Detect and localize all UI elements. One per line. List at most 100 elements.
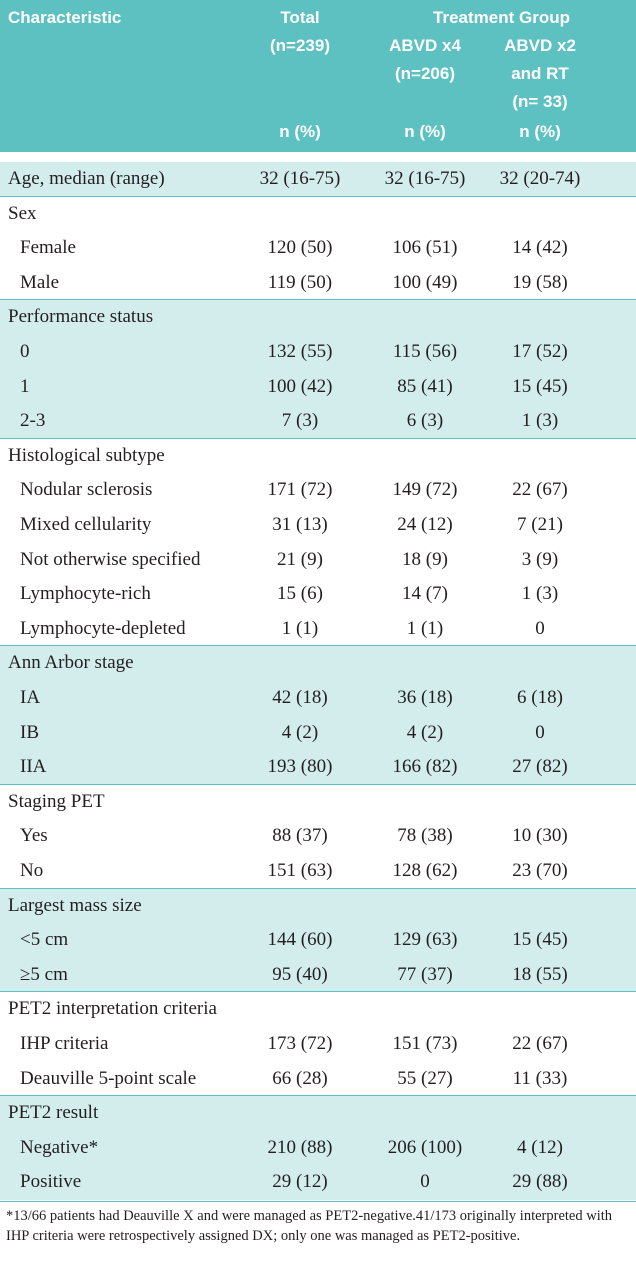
cell-value: 88 (37): [272, 825, 328, 847]
table-row: PET2 result: [0, 1096, 636, 1131]
cell-value: 29 (12): [272, 1171, 328, 1193]
cell-value: 15 (6): [277, 583, 323, 605]
table-row: Negative* 210 (88) 206 (100) 4 (12): [0, 1130, 636, 1166]
cell-value: 21 (9): [277, 548, 323, 570]
cell-value: 210 (88): [267, 1136, 333, 1158]
group-separator: [0, 437, 636, 439]
cell-value: 1 (3): [521, 410, 559, 432]
cell-value: 0: [535, 721, 545, 743]
header-label: n (%): [519, 122, 561, 141]
cell-value: 206 (100): [387, 1136, 463, 1158]
row-label: Ann Arbor stage: [8, 652, 134, 674]
table-row: PET2 interpretation criteria: [0, 992, 636, 1027]
cell-value: 0: [535, 617, 545, 639]
table-row: Lymphocyte-depleted 1 (1) 1 (1) 0: [0, 611, 636, 647]
row-label: Positive: [20, 1171, 82, 1193]
cell-value: 23 (70): [512, 860, 568, 881]
table-row: IIA 193 (80) 166 (82) 27 (82): [0, 750, 636, 785]
header-label: ABVD x2: [504, 36, 576, 55]
row-label: Yes: [20, 825, 48, 847]
row-label: Not otherwise specified: [20, 548, 201, 570]
cell-value: 18 (9): [402, 548, 448, 570]
cell-value: 77 (37): [397, 963, 453, 985]
cell-value: 24 (12): [397, 514, 453, 535]
header-label: Treatment Group: [433, 8, 570, 27]
table-row: 2-3 7 (3) 6 (3) 1 (3): [0, 404, 636, 439]
cell-value: 85 (41): [397, 375, 453, 397]
cell-value: 95 (40): [272, 963, 328, 985]
table-row: IB 4 (2) 4 (2) 0: [0, 715, 636, 751]
cell-value: 0: [420, 1171, 430, 1193]
cell-value: 11 (33): [512, 1067, 568, 1089]
row-label: IA: [20, 687, 41, 708]
row-label: Negative*: [20, 1136, 99, 1158]
table-row: Lymphocyte-rich 15 (6) 14 (7) 1 (3): [0, 577, 636, 612]
cell-value: 3 (9): [521, 548, 559, 570]
table-row: Deauville 5-point scale 66 (28) 55 (27) 11 …: [0, 1061, 636, 1097]
header-label: ABVD x4: [389, 36, 461, 55]
table-row: Largest mass size: [0, 888, 636, 924]
cell-value: 66 (28): [272, 1067, 328, 1089]
cell-value: 1 (3): [521, 583, 559, 605]
table-row: Age, median (range) 32 (16-75) 32 (16-75) 3…: [0, 162, 636, 197]
table-row: ≥5 cm 95 (40) 77 (37) 18 (55): [0, 957, 636, 993]
cell-value: 100 (49): [392, 271, 458, 293]
group-separator: [0, 991, 636, 993]
row-label: Deauville 5-point scale: [20, 1067, 197, 1089]
cell-value: 14 (7): [402, 583, 448, 605]
row-label: Lymphocyte-rich: [20, 583, 151, 605]
table-row: Male 119 (50) 100 (49) 19 (58): [0, 265, 636, 301]
row-label: Performance status: [8, 306, 154, 328]
cell-value: 29 (88): [512, 1171, 568, 1193]
cell-value: 32 (20-74): [499, 168, 581, 189]
table-bottom-rule: [0, 1201, 636, 1202]
cell-value: 18 (55): [512, 963, 568, 985]
table-header: Characteristic Treatment Group Total (n=239…: [0, 0, 636, 152]
cell-value: 173 (72): [267, 1033, 333, 1054]
cell-value: 1 (1): [281, 617, 319, 639]
table-row: IHP criteria 173 (72) 151 (73) 22 (67): [0, 1027, 636, 1062]
header-label: Total: [280, 8, 320, 27]
header-label: (n=206): [395, 64, 455, 83]
table-row: Positive 29 (12) 0 29 (88): [0, 1165, 636, 1200]
cell-value: 115 (56): [392, 341, 458, 362]
cell-value: 171 (72): [267, 479, 333, 501]
header-label: and RT: [511, 64, 569, 83]
cell-value: 32 (16-75): [384, 168, 466, 189]
cell-value: 6 (3): [406, 410, 444, 432]
cell-value: 17 (52): [512, 341, 568, 362]
row-label: Sex: [8, 202, 37, 224]
cell-value: 166 (82): [392, 756, 458, 778]
cell-value: 119 (50): [267, 271, 333, 293]
cell-value: 6 (18): [517, 687, 563, 708]
cell-value: 27 (82): [512, 756, 568, 778]
cell-value: 19 (58): [512, 271, 568, 293]
cell-value: 10 (30): [512, 825, 568, 847]
cell-value: 193 (80): [267, 756, 333, 778]
table-row: Sex: [0, 196, 636, 232]
cell-value: 4 (2): [281, 721, 319, 743]
cell-value: 42 (18): [272, 687, 328, 708]
cell-value: 1 (1): [406, 617, 444, 639]
header-label: n (%): [279, 122, 321, 141]
cell-value: 100 (42): [267, 375, 333, 397]
footnote: *13/66 patients had Deauville X and were…: [6, 1208, 613, 1244]
table-row: Nodular sclerosis 171 (72) 149 (72) 22 (67): [0, 473, 636, 508]
cell-value: 22 (67): [512, 479, 568, 501]
row-label: 0: [20, 341, 30, 362]
cell-value: 36 (18): [397, 687, 453, 708]
table-row: 1 100 (42) 85 (41) 15 (45): [0, 369, 636, 405]
cell-value: 120 (50): [267, 237, 333, 259]
table-row: Female 120 (50) 106 (51) 14 (42): [0, 231, 636, 266]
cell-value: 14 (42): [512, 237, 568, 259]
cell-value: 106 (51): [392, 237, 458, 259]
cell-value: 32 (16-75): [259, 168, 341, 189]
header-label: (n= 33): [512, 92, 568, 111]
cell-value: 15 (45): [512, 375, 568, 397]
cell-value: 15 (45): [512, 929, 568, 951]
table-row: No 151 (63) 128 (62) 23 (70): [0, 854, 636, 889]
group-separator: [0, 195, 636, 197]
table-row: Mixed cellularity 31 (13) 24 (12) 7 (21): [0, 508, 636, 543]
table-row: Yes 88 (37) 78 (38) 10 (30): [0, 819, 636, 854]
